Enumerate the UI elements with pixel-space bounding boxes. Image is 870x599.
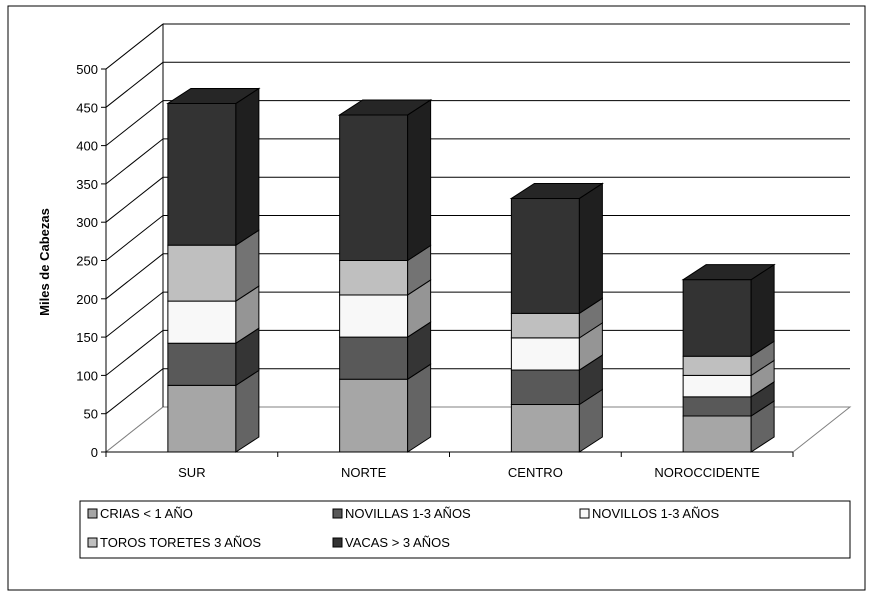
gridline-side [105,61,164,108]
bars [166,87,776,453]
gridline-side [105,138,164,185]
y-tick-label: 100 [76,368,98,383]
bar-segment [682,400,775,453]
bar-segment [509,182,605,315]
y-tick-label: 300 [76,215,98,230]
bar-front [167,384,237,453]
bar-side [578,182,603,315]
y-tick-label: 350 [76,177,98,192]
bar-segment [339,279,432,339]
bar-front [510,404,580,453]
bar-front [339,294,409,338]
bar-front [167,300,237,344]
bar-front [167,342,237,386]
bar-front [510,197,580,314]
bar-front [682,374,752,398]
bar-side [407,99,432,262]
x-tick-label: SUR [178,465,205,480]
bar-front [682,279,752,357]
y-tick-label: 0 [91,445,98,460]
legend-swatch [87,537,98,548]
bar-segment [682,380,775,417]
bar-front [339,260,409,296]
bar-front [682,415,752,453]
bar-top [337,99,433,116]
bar-front [167,244,237,302]
y-tick-label: 200 [76,292,98,307]
bar-side [750,263,775,358]
y-axis-label: Miles de Cabezas [37,208,52,316]
legend-label: NOVILLAS 1-3 AÑOS [345,506,471,521]
x-tick-label: NORTE [341,465,387,480]
legend-item: TOROS TORETES 3 AÑOS [87,535,261,550]
x-tick-label: NOROCCIDENTE [654,465,760,480]
y-tick-label: 500 [76,62,98,77]
bar-top [681,264,776,281]
gridline-side [105,176,164,223]
bar-front [510,312,580,339]
bar-segment [339,244,432,296]
bar-top [509,182,605,199]
legend-item: NOVILLOS 1-3 AÑOS [579,506,719,521]
bar-segment [167,327,260,387]
bar-top [166,87,261,104]
legend-swatch [332,537,343,548]
bar-front [339,378,409,453]
legend-swatch [332,508,343,519]
bar-segment [510,297,603,339]
legend-swatch [579,508,590,519]
bar-front [682,355,752,376]
x-tick-label: CENTRO [508,465,563,480]
bar-segment [339,321,432,381]
bar-front [510,369,580,406]
bar-front [339,114,409,261]
gridline-side [105,368,164,415]
legend-label: CRIAS < 1 AÑO [100,506,193,521]
legend-item: CRIAS < 1 AÑO [87,506,193,521]
bar-segment [167,369,260,453]
bar-front [339,336,409,380]
bar-front [167,102,237,246]
gridline-side [105,215,164,261]
bar-front [682,396,752,417]
bar-front [510,337,580,371]
bar-side [235,87,260,247]
y-tick-label: 50 [84,407,98,422]
y-tick-label: 400 [76,139,98,154]
y-tick-label: 250 [76,254,98,269]
legend-label: TOROS TORETES 3 AÑOS [100,535,261,550]
legend-box [79,500,851,559]
bar-segment [339,363,432,453]
bar-segment [166,87,261,247]
bar-segment [167,229,260,303]
legend-item: NOVILLAS 1-3 AÑOS [332,506,471,521]
legend-label: NOVILLOS 1-3 AÑOS [592,506,719,521]
legend-label: VACAS > 3 AÑOS [345,535,450,550]
gridline-side [105,23,164,70]
legend: CRIAS < 1 AÑO NOVILLAS 1-3 AÑOS NOVILLOS 1… [79,500,851,559]
y-axis: 0 50 100 150 200 250 300 350 400 450 500 [76,62,107,460]
gridline-side [105,330,164,376]
gridline-side [105,291,164,338]
y-tick-label: 450 [76,100,98,115]
bar-segment [167,285,260,345]
legend-swatch [87,508,98,519]
y-tick-label: 150 [76,330,98,345]
x-axis: SUR NORTE CENTRO NOROCCIDENTE [105,451,794,480]
gridline-side [105,253,164,300]
gridline-side [105,100,164,146]
bar-segment [337,99,433,262]
bar-segment [510,388,603,453]
bar-segment [681,263,776,358]
legend-item: VACAS > 3 AÑOS [332,535,450,550]
